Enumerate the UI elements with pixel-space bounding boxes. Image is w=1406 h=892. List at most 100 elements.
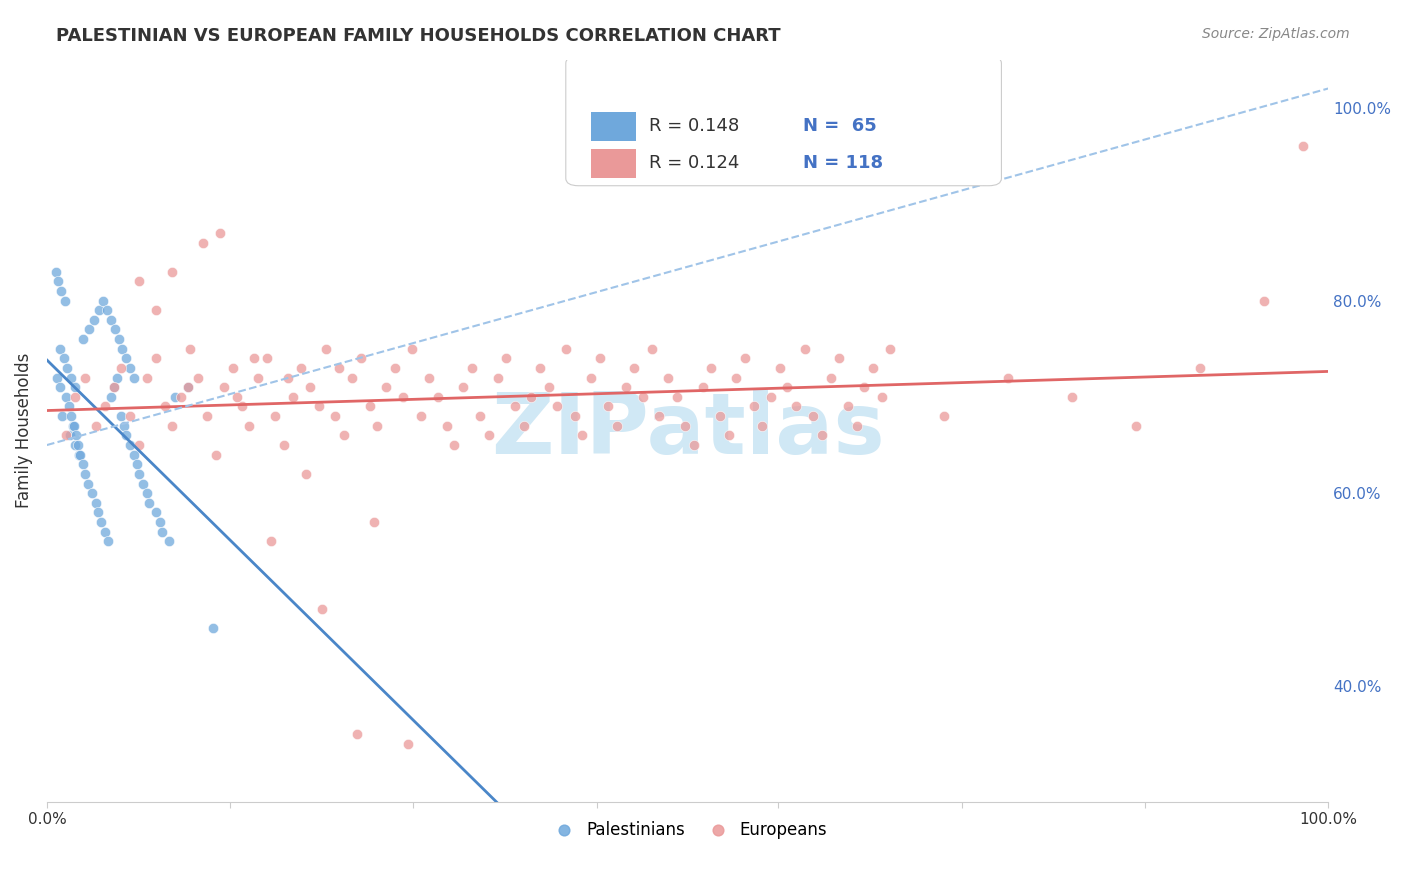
Point [208, 226, 231, 240]
Point [55, 428, 77, 442]
Point [734, 351, 756, 366]
Point [785, 400, 807, 414]
Point [135, 486, 157, 500]
Point [315, 342, 337, 356]
Point [375, 380, 398, 394]
Point [554, 342, 576, 356]
Point [294, 467, 316, 481]
Point [122, 370, 145, 384]
Point [384, 361, 406, 376]
Point [683, 438, 706, 452]
Point [128, 467, 150, 481]
Point [1253, 293, 1275, 308]
Point [120, 409, 142, 424]
Point [657, 370, 679, 384]
Point [84, 418, 107, 433]
Point [84, 496, 107, 510]
Point [100, 390, 122, 404]
Point [340, 370, 363, 384]
Point [256, 351, 278, 366]
Point [363, 515, 385, 529]
Point [195, 409, 218, 424]
Point [426, 390, 449, 404]
Point [205, 448, 228, 462]
Point [145, 351, 167, 366]
Point [401, 342, 423, 356]
Point [107, 332, 129, 346]
Point [59, 428, 82, 442]
Point [135, 370, 157, 384]
Point [1125, 418, 1147, 433]
Point [110, 361, 132, 376]
Point [221, 361, 243, 376]
Point [350, 351, 373, 366]
Point [193, 235, 215, 250]
Text: R = 0.124: R = 0.124 [650, 154, 740, 172]
Point [72, 458, 94, 472]
Point [478, 428, 501, 442]
Point [468, 409, 491, 424]
Point [104, 322, 127, 336]
Point [145, 303, 167, 318]
Point [163, 390, 186, 404]
Text: PALESTINIAN VS EUROPEAN FAMILY HOUSEHOLDS CORRELATION CHART: PALESTINIAN VS EUROPEAN FAMILY HOUSEHOLD… [56, 27, 780, 45]
Point [623, 361, 645, 376]
Point [759, 390, 782, 404]
Text: R = 0.148: R = 0.148 [650, 118, 740, 136]
Point [60, 409, 83, 424]
Point [97, 534, 120, 549]
Point [1188, 361, 1211, 376]
Point [298, 380, 321, 394]
Point [260, 534, 283, 549]
Point [150, 524, 173, 539]
Point [396, 737, 419, 751]
Point [243, 351, 266, 366]
Point [453, 380, 475, 394]
Point [346, 727, 368, 741]
Point [648, 409, 671, 424]
Point [231, 400, 253, 414]
Point [699, 361, 721, 376]
Point [48, 380, 70, 394]
Point [392, 390, 415, 404]
Text: N = 118: N = 118 [803, 154, 883, 172]
Point [359, 400, 381, 414]
Point [811, 428, 834, 442]
Point [128, 438, 150, 452]
Point [828, 351, 851, 366]
Point [66, 438, 89, 452]
Point [323, 409, 346, 424]
Point [311, 602, 333, 616]
Point [520, 390, 543, 404]
Point [53, 293, 76, 308]
Point [225, 390, 247, 404]
Point [157, 534, 180, 549]
Point [673, 418, 696, 433]
Point [75, 370, 97, 384]
Point [742, 400, 765, 414]
Point [581, 370, 603, 384]
Point [77, 322, 100, 336]
Point [589, 351, 612, 366]
Y-axis label: Family Households: Family Households [15, 353, 32, 508]
Legend: Palestinians, Europeans: Palestinians, Europeans [541, 814, 834, 846]
Point [1060, 390, 1083, 404]
Point [132, 476, 155, 491]
Point [328, 361, 350, 376]
Point [512, 418, 534, 433]
Point [794, 342, 817, 356]
Point [436, 418, 458, 433]
Point [125, 458, 148, 472]
Point [862, 361, 884, 376]
Point [495, 351, 517, 366]
Point [105, 370, 128, 384]
Text: Source: ZipAtlas.com: Source: ZipAtlas.com [1202, 27, 1350, 41]
Point [564, 409, 586, 424]
Point [115, 351, 138, 366]
Point [837, 400, 859, 414]
Point [115, 428, 138, 442]
Point [58, 400, 80, 414]
Point [238, 418, 260, 433]
Point [247, 370, 270, 384]
Point [546, 400, 568, 414]
